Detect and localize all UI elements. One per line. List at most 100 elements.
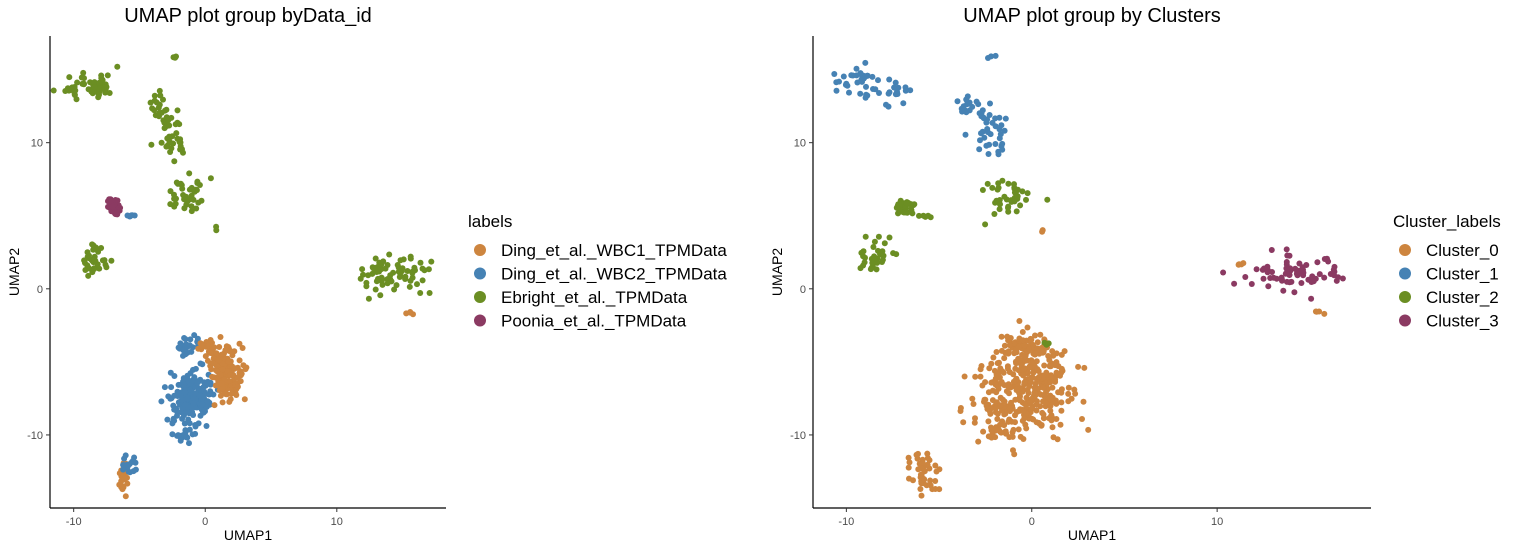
data-point bbox=[1054, 436, 1061, 443]
legend-label: Cluster_1 bbox=[1426, 265, 1499, 284]
data-point bbox=[992, 434, 999, 441]
data-point bbox=[1041, 362, 1048, 369]
data-point bbox=[181, 431, 188, 438]
data-point bbox=[219, 385, 226, 392]
data-point bbox=[183, 193, 189, 200]
data-point bbox=[216, 344, 223, 350]
data-point bbox=[187, 195, 194, 202]
data-point bbox=[1012, 396, 1019, 403]
data-point bbox=[238, 370, 245, 377]
data-point bbox=[863, 91, 870, 98]
data-point bbox=[1002, 115, 1009, 122]
data-point bbox=[217, 371, 224, 378]
data-point bbox=[91, 84, 98, 91]
data-point bbox=[1013, 208, 1020, 215]
data-point bbox=[184, 342, 191, 348]
data-point bbox=[988, 424, 994, 431]
data-point bbox=[1017, 202, 1024, 209]
data-point bbox=[169, 133, 176, 140]
data-point bbox=[359, 266, 366, 273]
legend-swatch bbox=[474, 244, 486, 256]
data-point bbox=[184, 409, 191, 416]
data-point bbox=[1007, 335, 1014, 341]
data-point bbox=[1028, 336, 1035, 343]
data-point bbox=[969, 395, 976, 402]
data-point bbox=[384, 280, 391, 287]
data-point bbox=[402, 276, 409, 282]
data-point bbox=[1029, 360, 1036, 366]
data-point bbox=[878, 250, 885, 257]
x-tick-label: 0 bbox=[202, 516, 208, 528]
data-point bbox=[108, 257, 115, 264]
data-point bbox=[50, 87, 57, 94]
data-point bbox=[1080, 398, 1087, 405]
data-point bbox=[207, 337, 214, 343]
data-point bbox=[186, 170, 193, 177]
data-point bbox=[894, 204, 901, 211]
data-point bbox=[1265, 283, 1272, 290]
data-point bbox=[171, 158, 178, 165]
data-point bbox=[193, 187, 200, 194]
data-point bbox=[902, 84, 909, 91]
data-point bbox=[91, 256, 97, 263]
data-point bbox=[900, 100, 907, 107]
data-point bbox=[903, 209, 909, 216]
legend-entry: Poonia_et_al._TPMData bbox=[474, 312, 687, 331]
data-point bbox=[1011, 451, 1018, 458]
data-point bbox=[1286, 252, 1293, 259]
data-point bbox=[983, 142, 990, 149]
y-tick-label: 10 bbox=[794, 138, 806, 150]
x-tick-label: -10 bbox=[66, 516, 82, 528]
data-point bbox=[175, 344, 182, 351]
data-point bbox=[406, 283, 413, 290]
data-point bbox=[1284, 278, 1290, 285]
data-point bbox=[1015, 343, 1022, 350]
data-point bbox=[1005, 180, 1012, 187]
data-point bbox=[425, 266, 432, 273]
data-point bbox=[204, 398, 211, 405]
data-point bbox=[1253, 266, 1260, 273]
umap-panel-data-id: UMAP plot group byData_id -10 0 10 -10 0 10 U… bbox=[6, 5, 727, 543]
data-point bbox=[188, 203, 195, 210]
data-point bbox=[1291, 289, 1298, 296]
y-tick-label: -10 bbox=[27, 430, 43, 442]
data-point bbox=[158, 139, 165, 146]
data-point bbox=[1048, 412, 1055, 419]
data-point bbox=[985, 433, 992, 440]
legend-entry: Cluster_2 bbox=[1399, 288, 1499, 307]
data-point bbox=[96, 79, 103, 86]
data-point bbox=[407, 309, 414, 315]
data-point bbox=[187, 336, 194, 343]
data-point bbox=[85, 272, 92, 279]
data-point bbox=[1020, 436, 1027, 442]
data-point bbox=[1014, 186, 1021, 193]
data-point bbox=[175, 381, 182, 388]
legend-swatch bbox=[474, 267, 486, 280]
data-point bbox=[903, 200, 910, 207]
data-point bbox=[975, 438, 982, 445]
data-point bbox=[158, 398, 165, 405]
data-point bbox=[1002, 428, 1009, 435]
data-point bbox=[1079, 416, 1085, 422]
data-point bbox=[80, 81, 87, 88]
data-point bbox=[881, 240, 888, 247]
data-point bbox=[893, 251, 900, 258]
legend-entry: Ebright_et_al._TPMData bbox=[474, 288, 688, 307]
data-point bbox=[84, 262, 91, 269]
data-point bbox=[207, 350, 214, 356]
data-point bbox=[1015, 426, 1022, 433]
data-point bbox=[926, 465, 933, 472]
data-point bbox=[240, 362, 247, 369]
data-point bbox=[993, 349, 1000, 355]
data-point bbox=[999, 368, 1006, 375]
data-point bbox=[996, 206, 1003, 213]
data-point bbox=[977, 137, 983, 144]
data-point bbox=[1042, 399, 1049, 406]
legend-swatch bbox=[1399, 244, 1411, 256]
data-point bbox=[1019, 329, 1026, 335]
data-point bbox=[1303, 262, 1310, 268]
data-point bbox=[1052, 378, 1059, 385]
data-point bbox=[379, 276, 386, 283]
y-axis-title: UMAP2 bbox=[769, 248, 785, 296]
data-point bbox=[173, 195, 179, 202]
